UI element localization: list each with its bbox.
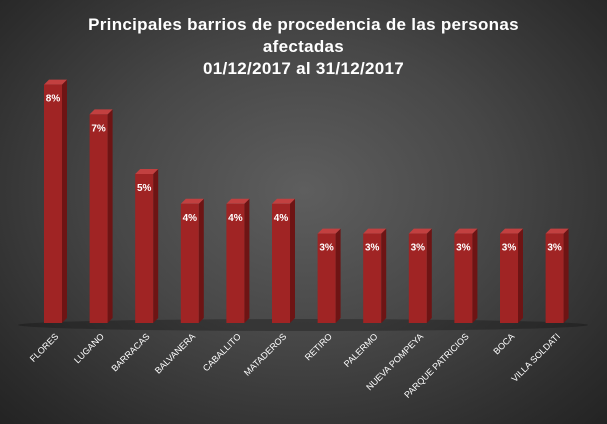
bar: [363, 233, 382, 323]
category-label: CABALLITO: [201, 331, 243, 373]
bar: [135, 174, 154, 323]
data-label: 3%: [456, 243, 471, 254]
data-label: 5%: [137, 183, 152, 194]
category-label: BALVANERA: [153, 331, 197, 375]
bar-side: [381, 228, 387, 323]
data-label: 7%: [91, 123, 106, 134]
bar-top: [135, 169, 159, 174]
bar-top: [545, 228, 569, 234]
chart-title-line-1: Principales barrios de procedencia de la…: [88, 15, 519, 34]
category-label: BOCA: [491, 331, 516, 356]
bar-top: [226, 198, 250, 204]
bar-top: [44, 79, 67, 85]
bar-top: [180, 198, 204, 204]
bar-top: [272, 198, 295, 204]
bar: [408, 233, 427, 323]
bar: [180, 203, 199, 323]
bar-side: [518, 228, 523, 323]
bar-top: [408, 228, 432, 234]
bar-side: [563, 228, 569, 323]
bar-top: [363, 228, 387, 234]
data-label: 3%: [365, 243, 380, 254]
category-label: BARRACAS: [110, 331, 152, 373]
bar: [454, 233, 473, 323]
data-label: 4%: [183, 213, 198, 224]
category-label: RETIRO: [303, 331, 334, 362]
category-label: LUGANO: [72, 331, 106, 365]
bar-side: [153, 169, 159, 323]
bar-top: [454, 228, 478, 234]
bar: [500, 233, 518, 323]
bar-side: [290, 198, 295, 323]
bar: [317, 233, 336, 323]
chart-floor-shadow: [18, 319, 588, 331]
category-label: PALERMO: [342, 331, 380, 369]
bar-side: [244, 198, 250, 323]
bar-side: [472, 228, 478, 323]
bar-top: [500, 228, 523, 234]
data-label: 3%: [547, 243, 562, 254]
bar-side: [107, 109, 113, 324]
bar-side: [198, 198, 204, 323]
data-label: 4%: [228, 213, 243, 224]
bar-side: [62, 79, 67, 323]
bar: [545, 233, 564, 323]
bar-side: [335, 228, 341, 323]
bar-top: [317, 228, 341, 234]
data-label: 3%: [411, 243, 426, 254]
chart-title-line-3: 01/12/2017 al 31/12/2017: [203, 59, 404, 78]
data-label: 3%: [319, 243, 334, 254]
data-label: 4%: [274, 213, 289, 224]
data-label: 8%: [46, 94, 61, 105]
data-label: 3%: [502, 243, 517, 254]
category-label: VILLA SOLDATI: [509, 331, 562, 384]
bar: [226, 203, 245, 323]
category-label: FLORES: [28, 331, 61, 364]
bar-top: [89, 109, 113, 115]
chart-title: Principales barrios de procedencia de la…: [0, 14, 607, 80]
category-label: MATADEROS: [242, 331, 288, 377]
bar: [89, 114, 108, 324]
bar-side: [426, 228, 432, 323]
bar: [272, 203, 290, 323]
bar: [44, 84, 62, 323]
chart-title-line-2: afectadas: [262, 37, 345, 56]
